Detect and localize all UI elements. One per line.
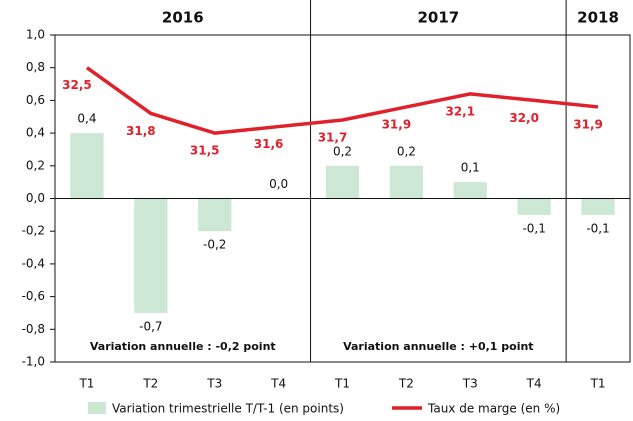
y-tick-label: -0,8 bbox=[22, 322, 45, 336]
legend-label: Taux de marge (en %) bbox=[427, 402, 560, 416]
bar-value-label: 0,2 bbox=[333, 144, 352, 158]
line-value-label: 32,1 bbox=[445, 104, 475, 118]
x-tick-label: T1 bbox=[78, 377, 94, 391]
line-series bbox=[85, 66, 599, 135]
annotation: Variation annuelle : +0,1 point bbox=[343, 340, 533, 353]
x-tick-label: T1 bbox=[590, 377, 606, 391]
y-tick-label: -0,4 bbox=[22, 256, 45, 270]
line-value-label: 31,7 bbox=[318, 131, 348, 145]
annotation: Variation annuelle : -0,2 point bbox=[90, 340, 276, 353]
bar-value-label: 0,4 bbox=[77, 112, 96, 126]
y-tick-label: 0,8 bbox=[26, 60, 45, 74]
year-label: 2016 bbox=[162, 9, 204, 27]
y-tick-label: -0,2 bbox=[22, 224, 45, 238]
bar bbox=[453, 182, 487, 199]
y-tick-label: 1,0 bbox=[26, 28, 45, 42]
bar bbox=[389, 165, 423, 199]
x-tick-label: T4 bbox=[526, 377, 542, 391]
y-tick-label: 0,2 bbox=[26, 158, 45, 172]
bar bbox=[70, 133, 104, 199]
line-value-label: 32,0 bbox=[509, 111, 539, 125]
line-value-label: 32,5 bbox=[62, 78, 92, 92]
x-tick-label: T2 bbox=[142, 377, 158, 391]
x-tick-label: T3 bbox=[206, 377, 222, 391]
x-tick-label: T4 bbox=[270, 377, 286, 391]
legend-swatch bbox=[88, 402, 106, 414]
y-tick-label: -1,0 bbox=[22, 355, 45, 369]
y-tick-label: 0,6 bbox=[26, 93, 45, 107]
bar-value-label: 0,0 bbox=[269, 177, 288, 191]
bar-value-label: 0,1 bbox=[461, 161, 480, 175]
bar bbox=[517, 198, 551, 215]
bar bbox=[581, 198, 615, 215]
bar-value-label: -0,1 bbox=[522, 221, 545, 235]
legend-label: Variation trimestrielle T/T-1 (en points… bbox=[112, 402, 344, 416]
line-value-label: 31,5 bbox=[190, 144, 220, 158]
y-tick-label: 0,4 bbox=[26, 126, 45, 140]
line-value-label: 31,8 bbox=[126, 124, 156, 138]
bar-value-label: -0,7 bbox=[139, 319, 162, 333]
x-tick-label: T3 bbox=[462, 377, 478, 391]
year-label: 2018 bbox=[577, 9, 619, 27]
bar bbox=[198, 198, 232, 232]
bar bbox=[134, 198, 168, 313]
y-tick-label: -0,6 bbox=[22, 289, 45, 303]
line-value-label: 31,9 bbox=[573, 117, 603, 131]
bar-value-label: -0,1 bbox=[586, 221, 609, 235]
year-label: 2017 bbox=[417, 9, 459, 27]
bar-value-label: 0,2 bbox=[397, 144, 416, 158]
line-value-label: 31,9 bbox=[382, 117, 412, 131]
y-tick-label: 0,0 bbox=[26, 191, 45, 205]
bar-value-label: -0,2 bbox=[203, 238, 226, 252]
x-tick-label: T1 bbox=[334, 377, 350, 391]
line-value-label: 31,6 bbox=[254, 137, 284, 151]
x-tick-label: T2 bbox=[398, 377, 414, 391]
bar bbox=[325, 165, 360, 199]
